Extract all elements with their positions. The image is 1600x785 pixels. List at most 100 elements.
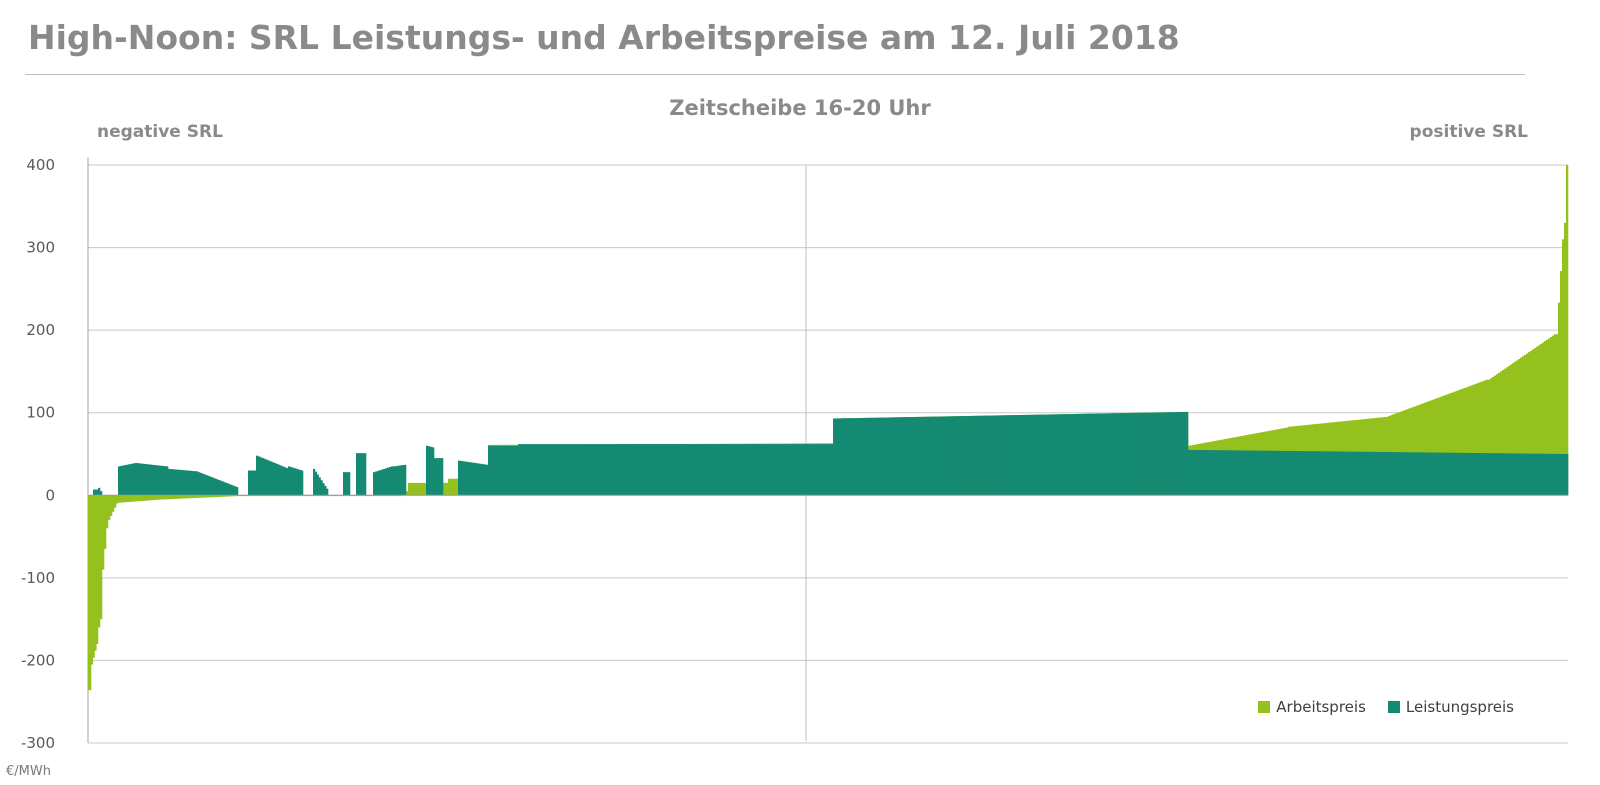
bar-leistungspreis-19-95 xyxy=(1022,414,1025,496)
bar-leistungspreis-10-1 xyxy=(344,472,347,496)
bar-arbeitspreis-15-38 xyxy=(1464,387,1467,496)
y-tick-label-300: 300 xyxy=(26,239,55,257)
bar-leistungspreis-18-146 xyxy=(809,444,812,496)
bar-leistungspreis-12-9 xyxy=(391,466,394,496)
bar-leistungspreis-19-51 xyxy=(934,416,938,496)
bar-leistungspreis-18-90 xyxy=(697,444,700,496)
bar-leistungspreis-19-143 xyxy=(1118,413,1121,496)
bar-leistungspreis-20-123 xyxy=(1434,452,1437,496)
bar-leistungspreis-16-1 xyxy=(460,460,463,496)
bar-arbeitspreis-5-22 xyxy=(161,495,164,500)
bar-leistungspreis-18-1 xyxy=(519,444,523,496)
bar-leistungspreis-13-5 xyxy=(402,465,405,496)
bar-leistungspreis-19-43 xyxy=(918,416,922,496)
bar-arbeitspreis-6-9 xyxy=(180,495,184,499)
bar-leistungspreis-19-120 xyxy=(1072,414,1075,496)
bar-arbeitspreis-6-17 xyxy=(196,495,199,498)
bar-leistungspreis-9-6 xyxy=(324,485,327,496)
bar-leistungspreis-19-160 xyxy=(1152,412,1155,496)
bar-leistungspreis-18-41 xyxy=(599,444,603,496)
bar-leistungspreis-20-20 xyxy=(1228,450,1231,496)
bar-leistungspreis-20-100 xyxy=(1388,452,1391,496)
bar-arbeitspreis-3-1 xyxy=(104,495,107,549)
bar-arbeitspreis-15-14 xyxy=(1416,405,1419,496)
bar-leistungspreis-20-37 xyxy=(1262,450,1265,496)
bar-leistungspreis-18-35 xyxy=(587,444,591,496)
bar-leistungspreis-20-114 xyxy=(1416,452,1419,496)
bar-leistungspreis-20-12 xyxy=(1212,450,1215,496)
bar-leistungspreis-19-41 xyxy=(914,416,918,496)
bar-leistungspreis-20-84 xyxy=(1356,451,1359,496)
chart-title: High-Noon: SRL Leistungs- und Arbeitspre… xyxy=(28,18,1180,57)
bar-leistungspreis-18-106 xyxy=(729,444,732,496)
bar-leistungspreis-19-16 xyxy=(864,417,868,496)
bar-leistungspreis-19-79 xyxy=(990,415,993,496)
bar-leistungspreis-5-8 xyxy=(214,478,217,496)
bar-leistungspreis-5-19 xyxy=(236,487,239,496)
bar-arbeitspreis-15-16 xyxy=(1420,404,1423,496)
bar-leistungspreis-18-56 xyxy=(629,444,632,496)
bar-leistungspreis-2-4 xyxy=(126,464,129,496)
bar-leistungspreis-18-32 xyxy=(581,444,585,496)
bar-leistungspreis-20-144 xyxy=(1476,453,1479,496)
bar-leistungspreis-18-51 xyxy=(619,444,622,496)
bar-leistungspreis-19-108 xyxy=(1048,414,1051,496)
bar-leistungspreis-5-14 xyxy=(226,483,229,496)
bar-leistungspreis-20-6 xyxy=(1200,450,1203,496)
bar-leistungspreis-18-134 xyxy=(785,444,788,496)
bar-leistungspreis-19-140 xyxy=(1112,413,1115,496)
bar-leistungspreis-20-122 xyxy=(1432,452,1435,496)
bar-arbeitspreis-9-2 xyxy=(412,482,415,496)
bar-leistungspreis-18-144 xyxy=(805,444,808,496)
bar-leistungspreis-20-79 xyxy=(1346,451,1349,496)
bar-leistungspreis-20-65 xyxy=(1318,451,1321,496)
bar-leistungspreis-7-5 xyxy=(266,459,269,496)
bar-arbeitspreis-6-14 xyxy=(190,495,193,499)
bar-leistungspreis-19-48 xyxy=(928,416,932,496)
bar-leistungspreis-19-158 xyxy=(1148,412,1151,496)
bar-arbeitspreis-6-16 xyxy=(194,495,197,498)
bar-leistungspreis-20-113 xyxy=(1414,452,1417,496)
bar-arbeitspreis-15-31 xyxy=(1450,393,1453,496)
bar-leistungspreis-18-29 xyxy=(575,444,579,496)
bar-leistungspreis-19-0 xyxy=(833,418,836,496)
bar-leistungspreis-19-80 xyxy=(992,415,995,496)
bar-leistungspreis-19-24 xyxy=(880,417,884,496)
bar-leistungspreis-6-3 xyxy=(254,470,257,496)
bar-leistungspreis-20-182 xyxy=(1552,453,1555,496)
bar-leistungspreis-20-132 xyxy=(1452,452,1455,496)
bar-leistungspreis-18-142 xyxy=(801,444,804,496)
bar-leistungspreis-18-147 xyxy=(811,444,814,496)
bar-leistungspreis-18-38 xyxy=(593,444,597,496)
bar-leistungspreis-18-48 xyxy=(613,444,616,496)
bar-arbeitspreis-15-49 xyxy=(1486,379,1489,496)
bar-leistungspreis-5-6 xyxy=(210,476,213,496)
bar-arbeitspreis-17-3 xyxy=(1562,239,1565,496)
bar-leistungspreis-20-160 xyxy=(1508,453,1511,496)
bar-leistungspreis-3-11 xyxy=(158,465,161,496)
bar-leistungspreis-20-23 xyxy=(1234,450,1237,496)
bar-arbeitspreis-16-11 xyxy=(1510,364,1513,496)
bar-leistungspreis-7-11 xyxy=(278,464,281,496)
bar-leistungspreis-2-7 xyxy=(132,463,135,496)
bar-leistungspreis-19-172 xyxy=(1176,412,1179,496)
bar-leistungspreis-18-123 xyxy=(763,444,766,496)
bar-leistungspreis-3-5 xyxy=(146,464,149,496)
bar-leistungspreis-20-80 xyxy=(1348,451,1351,496)
bar-arbeitspreis-9-6 xyxy=(420,482,423,496)
bar-leistungspreis-3-9 xyxy=(154,465,157,496)
bar-leistungspreis-19-157 xyxy=(1146,412,1149,496)
bar-leistungspreis-19-66 xyxy=(964,416,967,496)
bar-leistungspreis-2-0 xyxy=(118,466,121,496)
bar-leistungspreis-20-70 xyxy=(1328,451,1331,496)
bar-leistungspreis-19-61 xyxy=(954,416,957,496)
bar-leistungspreis-18-140 xyxy=(797,444,800,496)
bar-leistungspreis-4-9 xyxy=(186,470,189,496)
bar-leistungspreis-17-12 xyxy=(512,445,515,496)
bar-arbeitspreis-6-20 xyxy=(202,495,205,498)
bar-arbeitspreis-9-8 xyxy=(424,482,427,496)
bar-leistungspreis-19-59 xyxy=(950,416,953,496)
bar-arbeitspreis-5-7 xyxy=(131,495,134,502)
bar-leistungspreis-7-2 xyxy=(260,457,263,496)
bar-leistungspreis-19-101 xyxy=(1034,414,1037,496)
